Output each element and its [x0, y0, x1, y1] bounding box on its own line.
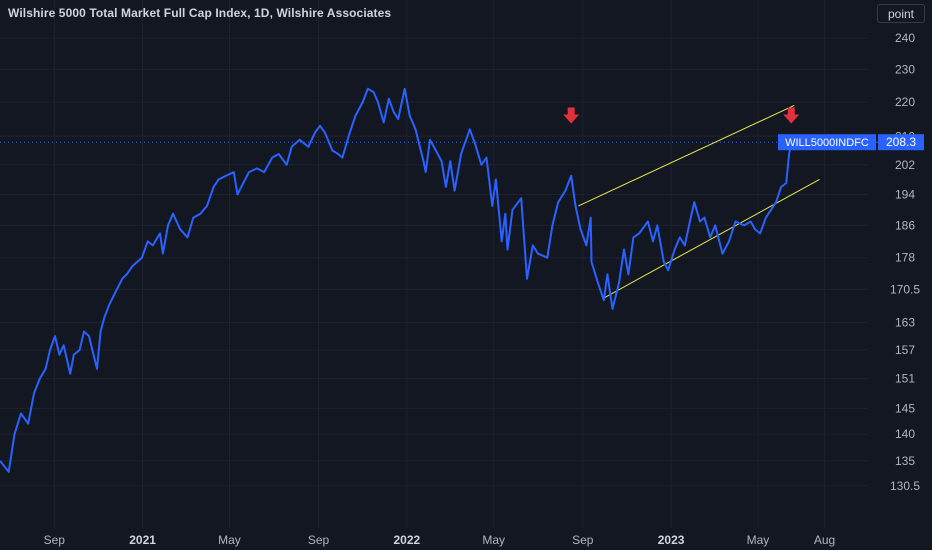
y-tick-label: 220 — [895, 95, 915, 109]
x-tick-label: Aug — [814, 533, 835, 547]
x-tick-label: Sep — [44, 533, 66, 547]
grid-lines — [0, 0, 868, 528]
y-tick-label: 202 — [895, 158, 915, 172]
channel-lines[interactable] — [578, 104, 820, 299]
y-tick-label: 170.5 — [890, 282, 920, 296]
time-axis[interactable]: Sep 2021 May Sep 2022 May Sep 2023 May Aug — [44, 533, 836, 547]
y-tick-label: 140 — [895, 427, 915, 441]
y-tick-label: 230 — [895, 62, 915, 76]
y-tick-label: 151 — [895, 372, 915, 386]
channel-line[interactable] — [603, 179, 820, 299]
down-arrow-icon[interactable] — [783, 107, 800, 124]
y-tick-label: 194 — [895, 187, 915, 201]
x-tick-label: May — [218, 533, 241, 547]
last-price-badge — [878, 134, 924, 151]
down-arrow-icon[interactable] — [563, 107, 580, 124]
last-price-label: 208.3 — [886, 135, 916, 149]
y-tick-label: 145 — [895, 401, 915, 415]
last-price-badges: WILL5000INDFC 208.3 — [778, 134, 924, 151]
y-tick-label: 240 — [895, 31, 915, 45]
x-tick-label: May — [747, 533, 770, 547]
y-tick-label: 135 — [895, 454, 915, 468]
series-line-WILL5000INDFC — [0, 87, 793, 473]
chart-title: Wilshire 5000 Total Market Full Cap Inde… — [8, 6, 392, 20]
annotation-arrows[interactable] — [563, 107, 800, 124]
x-tick-label: Sep — [308, 533, 330, 547]
y-tick-label: 163 — [895, 315, 915, 329]
x-tick-label: 2022 — [394, 533, 421, 547]
scale-mode-button[interactable]: point — [877, 4, 925, 23]
x-tick-label: 2023 — [658, 533, 685, 547]
x-tick-label: May — [482, 533, 505, 547]
x-tick-label: 2021 — [129, 533, 156, 547]
series-name-badge — [778, 134, 876, 151]
y-tick-label: 178 — [895, 251, 915, 265]
x-tick-label: Sep — [572, 533, 594, 547]
series-name-label: WILL5000INDFC — [785, 137, 869, 149]
channel-line[interactable] — [578, 104, 795, 207]
y-tick-label: 130.5 — [890, 479, 920, 493]
y-tick-label: 157 — [895, 343, 915, 357]
y-tick-label: 186 — [895, 218, 915, 232]
